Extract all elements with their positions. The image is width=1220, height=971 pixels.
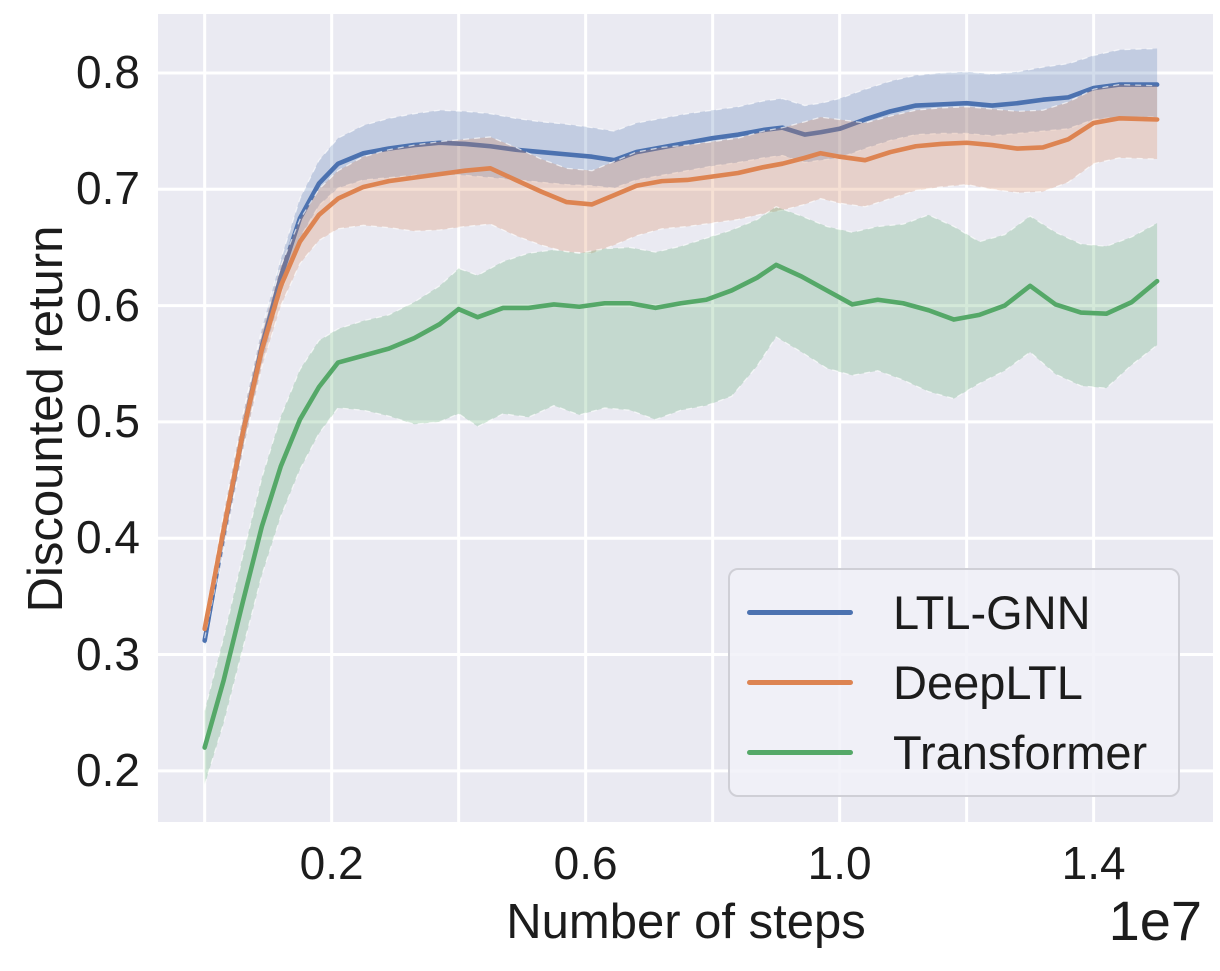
legend-item-transformer: Transformer [730, 718, 1178, 788]
legend-label-deepltl: DeepLTL [893, 656, 1083, 709]
legend-label-transformer: Transformer [893, 726, 1148, 779]
y-tick-label-0.8: 0.8 [76, 46, 140, 99]
series-deepltl-line [202, 116, 1160, 632]
legend-swatch-transformer [747, 750, 853, 755]
y-tick-label-0.4: 0.4 [76, 511, 140, 564]
x-tick-label-1.4: 1.4 [1061, 837, 1126, 889]
legend-item-ltl-gnn: LTL-GNN [730, 578, 1178, 648]
x-axis-title: Number of steps [506, 895, 866, 949]
series-deepltl-band [204, 84, 1158, 639]
series-ltl-gnn-band [204, 48, 1158, 650]
series-ltl-gnn-band-edge [204, 47, 1158, 632]
y-tick-label-0.6: 0.6 [76, 278, 140, 331]
x-tick-label-0.2: 0.2 [299, 837, 364, 889]
y-tick-label-0.3: 0.3 [76, 627, 140, 680]
series-transformer-band-edge [204, 336, 1158, 785]
series-deepltl-band-edge [204, 157, 1158, 639]
series-transformer-band-edge [204, 206, 1158, 711]
series-deepltl-band-edge [204, 83, 1158, 620]
series-transformer-line [202, 262, 1160, 750]
y-tick-label-0.2: 0.2 [76, 743, 140, 796]
y-tick-label-0.5: 0.5 [76, 394, 140, 447]
legend-swatch-deepltl [747, 680, 853, 685]
legend-label-ltl-gnn: LTL-GNN [893, 586, 1091, 639]
series-ltl-gnn-band-edge [204, 116, 1158, 650]
legend: LTL-GNN DeepLTL Transformer [728, 568, 1180, 797]
x-tick-label-0.6: 0.6 [553, 837, 618, 889]
legend-swatch-ltl-gnn [747, 610, 853, 615]
x-axis-offset-text: 1e7 [1108, 889, 1202, 952]
y-tick-label-0.7: 0.7 [76, 162, 140, 215]
legend-item-deepltl: DeepLTL [730, 648, 1178, 718]
series-transformer-band [204, 206, 1158, 785]
x-tick-label-1.0: 1.0 [807, 837, 872, 889]
